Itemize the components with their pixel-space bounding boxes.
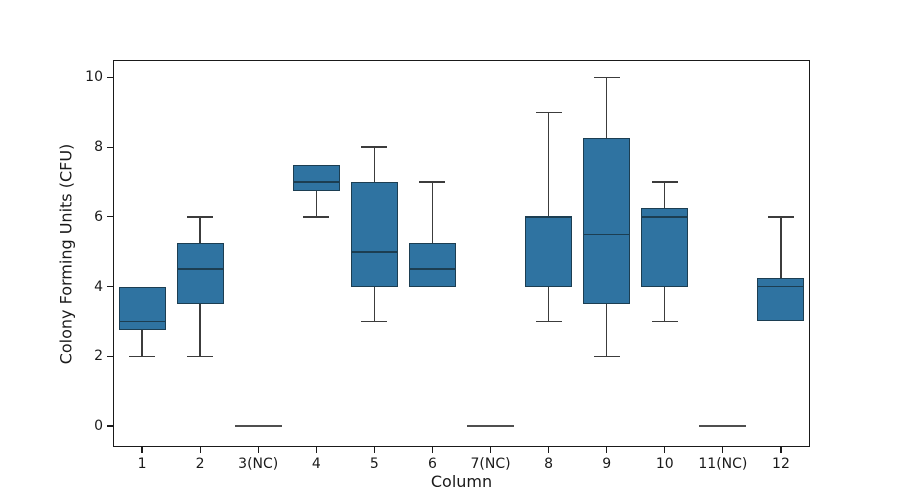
x-tick-mark [373, 447, 375, 453]
collapsed-box-line [699, 425, 747, 428]
x-tick-label: 9 [602, 456, 612, 472]
x-tick-mark [431, 447, 434, 453]
box-10 [641, 208, 689, 287]
upper-whisker [606, 77, 608, 139]
median-line-10 [641, 216, 689, 218]
upper-whisker-cap [361, 146, 388, 148]
upper-whisker-cap [535, 111, 562, 113]
lower-whisker-cap [535, 320, 562, 323]
lower-whisker-cap [187, 355, 214, 358]
box-1 [118, 286, 166, 331]
box-4 [292, 164, 340, 191]
lower-whisker-cap [129, 355, 156, 358]
lower-whisker [664, 286, 666, 322]
plot-area [113, 60, 810, 447]
x-tick-label: 11(NC) [698, 456, 748, 472]
y-tick-mark [107, 355, 113, 357]
lower-whisker [606, 304, 608, 357]
y-tick-mark [107, 425, 113, 427]
y-tick-mark [107, 76, 113, 79]
median-line-4 [292, 181, 340, 183]
y-tick-mark [107, 146, 113, 148]
upper-whisker-cap [767, 216, 794, 218]
lower-whisker [315, 190, 317, 217]
upper-whisker [780, 216, 782, 278]
y-tick-label: 10 [85, 69, 103, 86]
median-line-5 [350, 250, 398, 253]
median-line-2 [176, 268, 224, 270]
x-tick-mark [664, 447, 666, 453]
x-tick-mark [722, 447, 724, 453]
x-tick-mark [548, 447, 550, 453]
y-tick-mark [107, 216, 113, 218]
box-6 [408, 243, 456, 287]
y-tick-label: 4 [94, 278, 103, 295]
box-9 [583, 138, 631, 305]
x-tick-mark [780, 447, 782, 453]
lower-whisker [141, 330, 143, 357]
y-tick-label: 2 [94, 348, 103, 365]
x-tick-mark [606, 447, 608, 453]
upper-whisker-cap [651, 181, 678, 183]
lower-whisker-cap [651, 320, 678, 323]
y-tick-label: 0 [94, 418, 103, 435]
x-tick-label: 7(NC) [470, 456, 511, 472]
x-tick-label: 5 [369, 456, 379, 472]
upper-whisker [199, 216, 201, 244]
x-axis-label: Column [430, 472, 493, 491]
lower-whisker [373, 286, 376, 322]
upper-whisker [373, 147, 376, 183]
lower-whisker [199, 304, 201, 357]
box-2 [176, 243, 224, 305]
x-tick-label: 3(NC) [238, 456, 279, 472]
x-tick-mark [141, 447, 143, 453]
x-tick-label: 2 [195, 456, 205, 472]
median-line-9 [583, 233, 631, 236]
y-tick-label: 8 [94, 139, 103, 156]
upper-whisker-cap [593, 76, 620, 79]
y-tick-label: 6 [94, 208, 103, 225]
median-line-1 [118, 320, 166, 323]
x-tick-mark [199, 447, 201, 453]
lower-whisker-cap [361, 320, 388, 323]
x-tick-mark [315, 447, 317, 453]
x-tick-label: 1 [137, 456, 147, 472]
collapsed-box-line [467, 425, 515, 428]
lower-whisker-cap [303, 216, 330, 218]
x-tick-mark [489, 447, 492, 453]
box-8 [525, 216, 573, 287]
x-tick-label: 4 [311, 456, 321, 472]
y-axis-label: Colony Forming Units (CFU) [56, 143, 76, 364]
median-line-6 [408, 268, 456, 270]
median-line-12 [757, 285, 805, 288]
lower-whisker [547, 286, 550, 322]
upper-whisker-cap [419, 181, 446, 183]
x-tick-label: 6 [427, 456, 437, 472]
x-tick-label: 8 [544, 456, 554, 472]
upper-whisker [547, 112, 550, 217]
box-5 [350, 182, 398, 287]
lower-whisker-cap [593, 355, 620, 358]
y-tick-mark [107, 286, 113, 288]
x-tick-label: 12 [772, 456, 790, 472]
box-12 [757, 277, 805, 322]
upper-whisker-cap [187, 216, 214, 218]
upper-whisker [664, 182, 666, 209]
upper-whisker [431, 182, 434, 244]
collapsed-box-line [234, 425, 282, 428]
median-line-8 [525, 216, 573, 218]
x-tick-label: 10 [655, 456, 674, 472]
x-tick-mark [257, 447, 259, 453]
